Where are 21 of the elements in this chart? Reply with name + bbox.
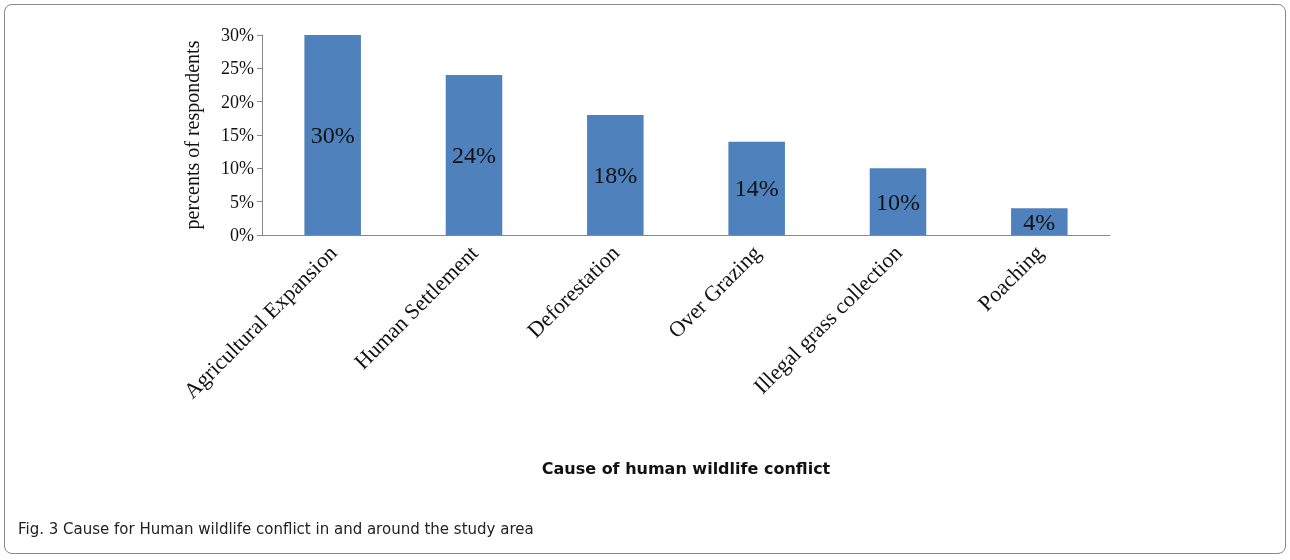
bar: [728, 141, 785, 235]
y-tick-label: 10%: [221, 158, 254, 179]
bar: [869, 168, 927, 235]
data-label: 18%: [593, 162, 638, 188]
y-tick-label: 15%: [221, 125, 254, 145]
y-tick-label: 20%: [221, 91, 254, 112]
data-label: 14%: [734, 175, 779, 202]
data-label: 24%: [452, 142, 496, 168]
bar: [445, 75, 503, 235]
y-axis-title: percents of respondents: [181, 40, 204, 230]
y-tick-label: 0%: [230, 225, 254, 245]
data-label: 30%: [310, 122, 355, 148]
data-label: 10%: [876, 188, 920, 215]
y-tick-label: 25%: [221, 58, 254, 79]
y-tick-label: 30%: [221, 25, 254, 45]
data-label: 4%: [1023, 208, 1056, 235]
y-tick-label: 5%: [230, 191, 254, 212]
caption: Fig. 3 Cause for Human wildlife conflict in and around the study area: [18, 520, 534, 538]
x-axis-title: Cause of human wildlife conflict: [541, 458, 831, 478]
bar: [587, 115, 644, 235]
bar: [304, 35, 361, 235]
